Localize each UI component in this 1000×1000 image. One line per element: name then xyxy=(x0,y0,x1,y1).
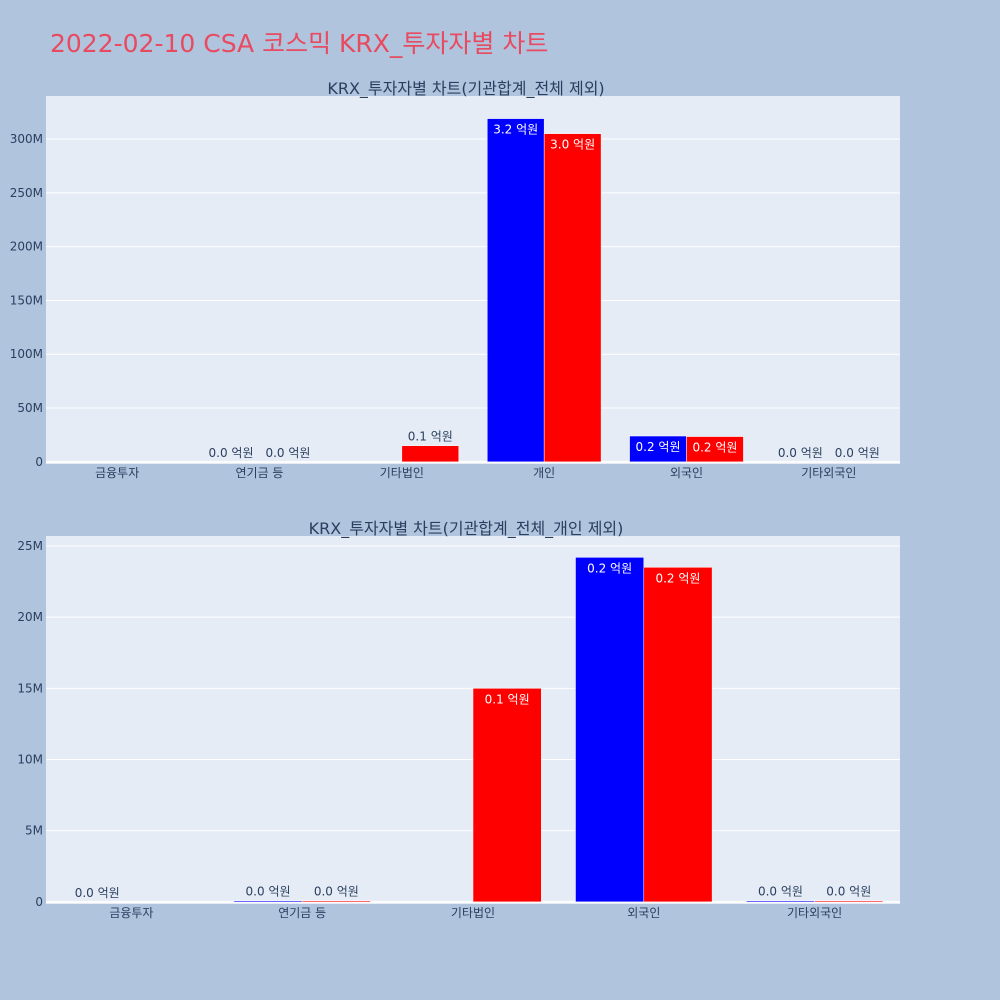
chart2-x-tick-label: 기타법인 xyxy=(451,906,495,920)
chart2-subtitle: KRX_투자자별 차트(기관합계_전체_개인 제외) xyxy=(309,519,624,539)
chart2-bar xyxy=(814,900,884,903)
chart2-data-label: 0.2 억원 xyxy=(587,561,632,575)
chart1-bar xyxy=(686,436,744,463)
chart1-bar xyxy=(543,133,602,463)
chart1-x-tick-label: 외국인 xyxy=(670,466,703,480)
chart1-data-label: 0.1 억원 xyxy=(408,430,453,444)
chart1-x-tick-label: 금융투자 xyxy=(95,466,139,480)
chart1-subtitle: KRX_투자자별 차트(기관합계_전체 제외) xyxy=(327,79,604,99)
chart2-y-tick-label: 20M xyxy=(17,610,43,624)
chart2-bar xyxy=(746,900,815,903)
chart1-y-tick-label: 300M xyxy=(10,132,43,146)
chart2-data-label: 0.0 억원 xyxy=(826,885,871,899)
chart1-data-label: 0.2 억원 xyxy=(692,441,737,455)
chart2-x-tick-label: 연기금 등 xyxy=(278,906,326,920)
chart1-x-tick-label: 개인 xyxy=(533,466,555,480)
chart2-y-tick-label: 15M xyxy=(17,681,43,695)
chart1-data-label: 0.0 억원 xyxy=(265,446,310,460)
chart1-x-tick-label: 연기금 등 xyxy=(236,466,284,480)
chart1-y-tick-label: 0 xyxy=(35,455,43,469)
chart1-data-label: 0.0 억원 xyxy=(209,446,254,460)
chart2-x-tick-label: 금융투자 xyxy=(109,906,153,920)
chart2-bar xyxy=(472,688,542,903)
chart1-y-tick-label: 150M xyxy=(10,293,43,307)
chart2-bar xyxy=(301,900,371,903)
chart2-data-label: 0.0 억원 xyxy=(246,885,291,899)
chart2-data-label: 0.0 억원 xyxy=(314,885,359,899)
chart1-y-tick-label: 100M xyxy=(10,347,43,361)
chart2-data-label: 0.1 억원 xyxy=(485,692,530,706)
chart2-data-label: 0.2 억원 xyxy=(655,571,700,585)
chart1-data-label: 0.0 억원 xyxy=(835,446,880,460)
chart1-y-tick-label: 200M xyxy=(10,240,43,254)
chart1-data-label: 0.0 억원 xyxy=(778,446,823,460)
chart2-y-tick-label: 10M xyxy=(17,753,43,767)
chart2-bar xyxy=(643,567,713,903)
chart1-plot-area xyxy=(46,96,900,464)
chart1-bar xyxy=(486,118,545,463)
chart2-y-tick-label: 0 xyxy=(35,895,43,909)
chart1-data-label: 3.0 억원 xyxy=(550,138,595,152)
chart2-x-tick-label: 기타외국인 xyxy=(787,906,842,920)
chart2-y-tick-label: 5M xyxy=(25,824,43,838)
chart2-y-tick-label: 25M xyxy=(17,539,43,553)
chart1-data-label: 3.2 억원 xyxy=(493,123,538,137)
chart2-x-tick-label: 외국인 xyxy=(627,906,660,920)
chart2-bar xyxy=(575,557,645,903)
chart1-y-tick-label: 50M xyxy=(17,401,43,415)
chart1-bar xyxy=(401,445,460,463)
chart1-x-tick-label: 기타법인 xyxy=(380,466,424,480)
chart2-bar xyxy=(233,900,303,903)
chart2-data-label: 0.0 억원 xyxy=(758,885,803,899)
chart2-data-label: 0.0 억원 xyxy=(75,886,120,900)
chart1-y-tick-label: 250M xyxy=(10,186,43,200)
main-title: 2022-02-10 CSA 코스믹 KRX_투자자별 차트 xyxy=(50,29,549,58)
chart1-x-tick-label: 기타외국인 xyxy=(801,466,856,480)
chart1-data-label: 0.2 억원 xyxy=(636,440,681,454)
